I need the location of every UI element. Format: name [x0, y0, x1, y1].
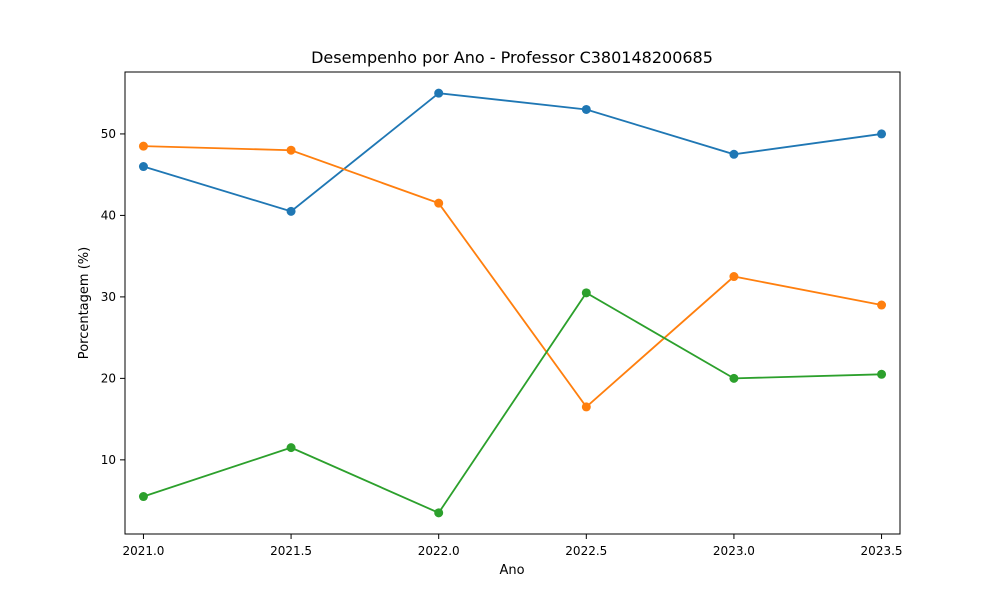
x-tick-label: 2021.0 — [122, 544, 164, 558]
y-tick-label: 10 — [101, 453, 116, 467]
series-2 — [138, 141, 887, 412]
data-point — [434, 88, 444, 98]
data-point — [877, 129, 887, 139]
data-point — [138, 141, 148, 151]
data-point — [286, 206, 296, 216]
y-tick-label: 20 — [101, 371, 116, 385]
x-tick-label: 2022.0 — [418, 544, 460, 558]
y-tick-label: 30 — [101, 290, 116, 304]
x-axis: 2021.0 2021.5 2022.0 2022.5 2023.0 2023.5 — [122, 534, 903, 558]
series-line — [143, 145, 882, 409]
data-point — [138, 162, 148, 172]
y-tick-label: 40 — [101, 208, 116, 222]
x-axis-label: Ano — [499, 563, 524, 578]
x-tick-label: 2023.5 — [861, 544, 903, 558]
x-tick-label: 2022.5 — [565, 544, 607, 558]
series-line — [143, 291, 882, 514]
data-point — [877, 300, 887, 310]
data-point — [729, 373, 739, 383]
x-tick-label: 2023.0 — [713, 544, 755, 558]
y-axis-label: Porcentagem (%) — [77, 247, 92, 359]
data-point — [286, 443, 296, 453]
series-line — [143, 92, 882, 213]
data-point — [434, 508, 444, 518]
x-tick-label: 2021.5 — [270, 544, 312, 558]
chart-title: Desempenho por Ano - Professor C38014820… — [311, 48, 713, 67]
data-point — [434, 198, 444, 208]
data-point — [286, 145, 296, 155]
data-point — [877, 369, 887, 379]
series-3 — [138, 288, 887, 518]
plot-frame — [124, 71, 901, 535]
series-layer — [138, 88, 887, 518]
series-1 — [138, 88, 887, 216]
data-point — [138, 492, 148, 502]
data-point — [729, 149, 739, 159]
data-point — [729, 272, 739, 282]
data-point — [581, 104, 591, 114]
data-point — [581, 288, 591, 298]
data-point — [581, 402, 591, 412]
y-axis: 10 20 30 40 50 — [101, 127, 125, 467]
y-tick-label: 50 — [101, 127, 116, 141]
